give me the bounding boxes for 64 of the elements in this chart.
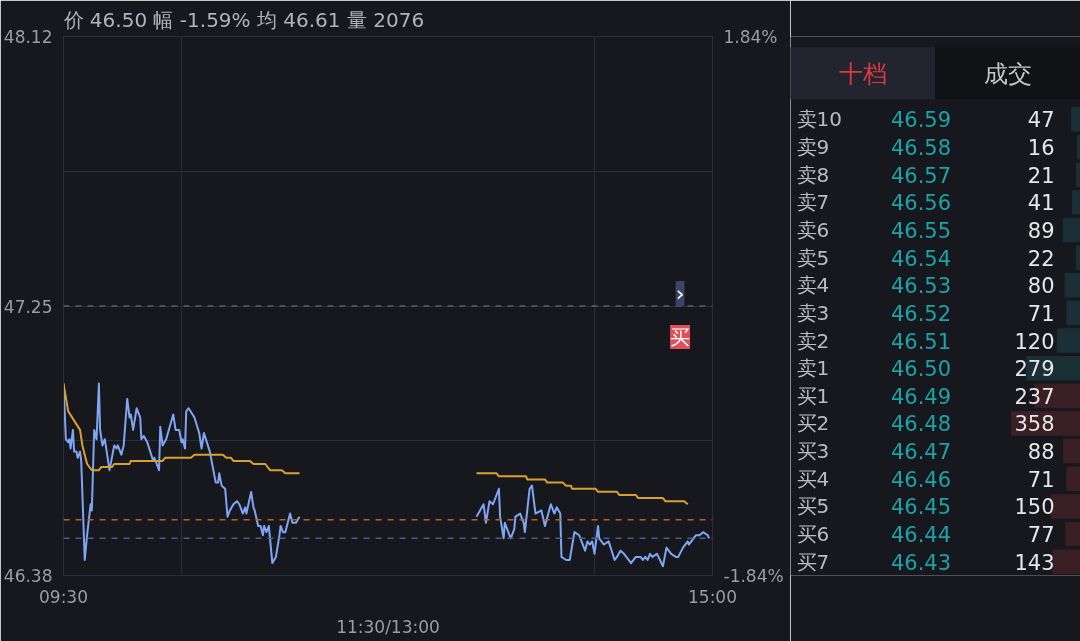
data-label: 22 xyxy=(1027,246,1055,271)
text: 46.54 xyxy=(890,246,952,271)
data-label: 80 xyxy=(1027,274,1055,299)
text: 十档 xyxy=(839,59,887,88)
y-tick-label: 买3 xyxy=(796,439,830,464)
data-label: 71 xyxy=(1027,467,1055,492)
annotation: › xyxy=(675,281,685,306)
y-tick-label: 卖8 xyxy=(796,162,830,187)
data-label: 41 xyxy=(1027,191,1055,216)
text: 46.44 xyxy=(890,523,952,548)
text: 46.53 xyxy=(890,274,952,299)
y-tick-label: 48.12 xyxy=(3,27,53,47)
text: 46.45 xyxy=(890,495,952,520)
y-tick-label: 卖3 xyxy=(796,300,830,325)
data-label: 88 xyxy=(1027,440,1055,465)
x-tick-label: 09:30 xyxy=(39,586,88,607)
data-label: 150 xyxy=(1014,495,1055,520)
data-label: 71 xyxy=(1027,301,1055,326)
data-label: 77 xyxy=(1027,523,1055,548)
y-tick-label: 卖6 xyxy=(796,217,830,242)
text: 46.56 xyxy=(890,191,952,216)
y-tick-label: 买1 xyxy=(796,383,830,408)
y-tick-label: 买7 xyxy=(796,549,830,574)
text: 46.58 xyxy=(890,136,952,161)
y-tick-label: 卖4 xyxy=(796,273,830,298)
text: 11:30/13:00 xyxy=(336,616,440,637)
y-tick-label: 卖5 xyxy=(796,245,830,270)
y-tick-label: 买6 xyxy=(796,522,830,547)
y-tick-label: 47.25 xyxy=(3,296,53,317)
y-tick-label: 买5 xyxy=(796,494,830,519)
text: 46.43 xyxy=(890,550,952,575)
text: 46.55 xyxy=(890,218,952,243)
data-label: 89 xyxy=(1027,218,1055,243)
data-label: 237 xyxy=(1014,384,1055,409)
y-tick-label: 卖7 xyxy=(796,190,830,215)
y-tick-label: 46.38 xyxy=(3,566,53,586)
x-tick-label: 15:00 xyxy=(688,586,737,607)
data-label: 16 xyxy=(1027,136,1055,161)
text: 46.59 xyxy=(890,108,952,133)
data-label: 358 xyxy=(1014,412,1055,437)
y-tick-label: 卖10 xyxy=(796,107,842,132)
chart-title: 价 46.50 幅 -1.59% 均 46.61 量 2076 xyxy=(62,7,425,32)
text: 46.46 xyxy=(890,467,952,492)
annotation: 买 xyxy=(670,325,691,350)
text: 46.49 xyxy=(890,384,952,409)
y-tick-label: 卖1 xyxy=(796,356,830,381)
y2-tick-label: -1.84% xyxy=(723,565,784,586)
data-label: 120 xyxy=(1014,329,1055,354)
y-tick-label: 卖9 xyxy=(796,135,830,160)
data-label: 47 xyxy=(1027,108,1055,133)
text: 46.50 xyxy=(890,357,952,382)
text: 46.48 xyxy=(890,412,952,437)
y-tick-label: 买2 xyxy=(796,411,830,436)
text: 46.47 xyxy=(890,440,952,465)
data-label: 21 xyxy=(1027,163,1055,188)
data-label: 279 xyxy=(1014,357,1055,382)
text: 46.51 xyxy=(890,329,952,354)
y2-tick-label: 1.84% xyxy=(723,26,778,47)
text: 成交 xyxy=(984,59,1032,88)
text: 46.52 xyxy=(890,301,952,326)
y-tick-label: 卖2 xyxy=(796,328,830,353)
data-label: 143 xyxy=(1014,550,1055,575)
y-tick-label: 买4 xyxy=(796,466,830,491)
text: 46.57 xyxy=(890,163,952,188)
